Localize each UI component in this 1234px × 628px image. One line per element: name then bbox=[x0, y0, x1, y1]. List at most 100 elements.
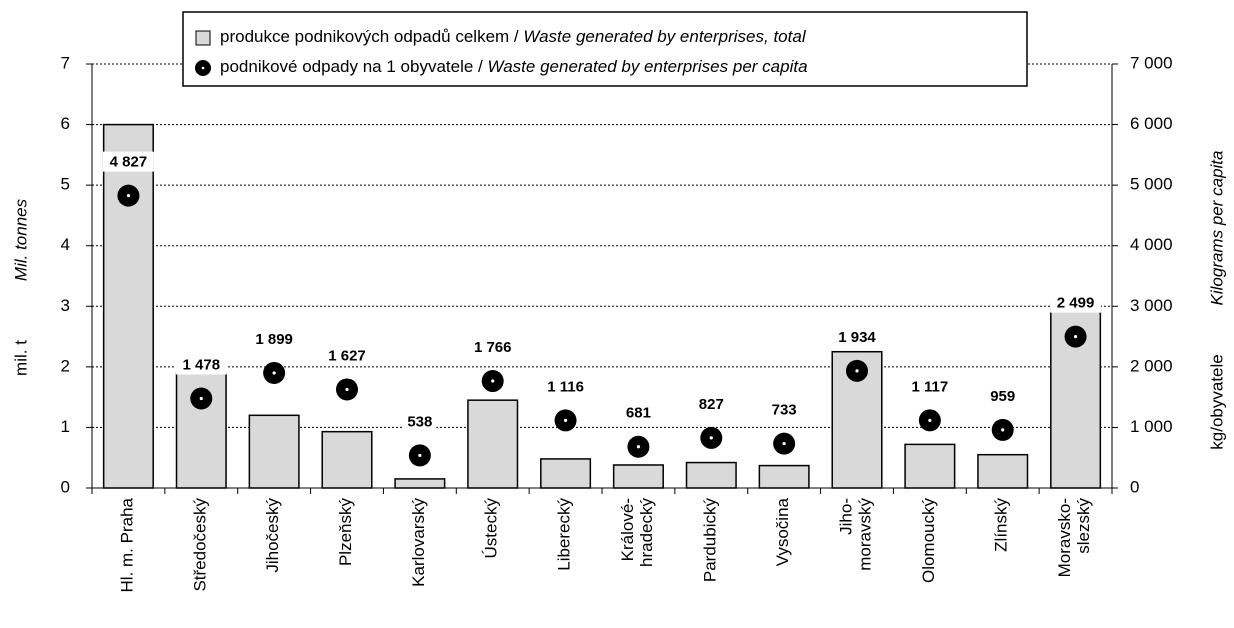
bar bbox=[612, 464, 664, 489]
marker-dot bbox=[563, 418, 568, 423]
y2-tick-label: 7 000 bbox=[1130, 53, 1173, 72]
marker-dot bbox=[418, 453, 422, 458]
x-tick-label: Vysočina bbox=[774, 497, 793, 566]
marker-dot bbox=[491, 379, 495, 383]
marker-dot bbox=[1073, 335, 1078, 339]
x-tick-label-line: Králové- bbox=[618, 498, 637, 561]
legend-box bbox=[182, 11, 1028, 87]
value-label: 1 478 bbox=[183, 356, 221, 373]
marker-dot bbox=[709, 436, 713, 440]
bar bbox=[540, 458, 592, 489]
x-tick-label: Moravsko-slezský bbox=[1056, 498, 1094, 578]
x-tick-label: Ústecký bbox=[482, 498, 501, 559]
value-label-bg bbox=[1050, 292, 1102, 313]
value-label-bg bbox=[767, 399, 801, 420]
x-tick-label-line: hradecký bbox=[637, 498, 656, 567]
x-tick-label: Jiho-moravský bbox=[837, 498, 875, 571]
x-tick-label-line: Jihočeský bbox=[264, 498, 283, 573]
value-label-bg bbox=[321, 345, 373, 366]
bar bbox=[102, 123, 154, 489]
x-tick-label: Liberecký bbox=[555, 498, 574, 571]
bar bbox=[248, 414, 300, 489]
y-axis-title-en: Mil. tonnes bbox=[11, 198, 30, 281]
x-tick-label-line: Ústecký bbox=[482, 498, 501, 559]
x-tick-label: Jihočeský bbox=[264, 498, 283, 573]
x-tick-label-line: Vysočina bbox=[774, 497, 793, 566]
value-label: 1 766 bbox=[474, 339, 512, 356]
x-tick-label-line: slezský bbox=[1075, 498, 1094, 554]
y-tick-label: 1 bbox=[61, 417, 70, 436]
x-tick-label-line: Liberecký bbox=[555, 498, 574, 571]
value-label: 4 827 bbox=[110, 154, 148, 171]
bar bbox=[977, 453, 1029, 489]
y-tick-label: 6 bbox=[61, 114, 70, 133]
x-tick-label: Pardubický bbox=[701, 498, 720, 583]
value-label: 1 117 bbox=[911, 378, 948, 395]
bar bbox=[467, 399, 519, 489]
x-tick-label-line: Olomoucký bbox=[919, 498, 938, 584]
legend-marker-dot bbox=[201, 66, 205, 70]
value-label: 1 934 bbox=[838, 329, 876, 346]
value-label: 1 627 bbox=[328, 347, 366, 364]
x-tick-label: Olomoucký bbox=[919, 498, 938, 584]
x-tick-label: Plzeňský bbox=[336, 498, 355, 567]
y2-tick-label: 4 000 bbox=[1130, 235, 1173, 254]
value-label-bg bbox=[248, 328, 300, 349]
bar bbox=[685, 461, 737, 489]
bar bbox=[758, 464, 810, 489]
y2-axis-title-en: Kilograms per capita bbox=[1207, 151, 1226, 306]
legend-label: produkce podnikových odpadů celkem / Was… bbox=[220, 27, 807, 46]
bar bbox=[321, 430, 373, 489]
x-tick-label-line: Plzeňský bbox=[336, 498, 355, 567]
y-tick-label: 3 bbox=[61, 296, 70, 315]
marker-dot bbox=[636, 445, 641, 449]
legend-label: podnikové odpady na 1 obyvatele / Waste … bbox=[220, 57, 808, 76]
bar bbox=[904, 443, 956, 489]
value-label: 538 bbox=[407, 413, 432, 430]
x-tick-label: Zlínský bbox=[992, 498, 1011, 552]
y2-tick-label: 5 000 bbox=[1130, 175, 1173, 194]
value-label: 827 bbox=[699, 396, 724, 413]
x-tick-label: Králové-hradecký bbox=[618, 498, 656, 567]
y-tick-label: 5 bbox=[61, 175, 70, 194]
y2-tick-label: 2 000 bbox=[1130, 356, 1173, 375]
value-label: 1 899 bbox=[255, 331, 293, 348]
marker-dot bbox=[126, 194, 131, 198]
marker-dot bbox=[855, 369, 859, 373]
value-label: 2 499 bbox=[1057, 295, 1095, 312]
bar bbox=[394, 478, 446, 489]
value-label: 733 bbox=[772, 402, 797, 419]
x-tick-label-line: moravský bbox=[856, 498, 875, 571]
y2-tick-label: 0 bbox=[1130, 477, 1139, 496]
value-label-bg bbox=[831, 326, 883, 347]
y-tick-label: 7 bbox=[61, 53, 70, 72]
x-tick-label-line: Pardubický bbox=[701, 498, 720, 583]
x-tick-label: Hl. m. Praha bbox=[118, 497, 137, 592]
marker-dot bbox=[1001, 428, 1005, 432]
x-tick-label: Karlovarský bbox=[409, 498, 428, 587]
x-tick-label-line: Karlovarský bbox=[409, 498, 428, 587]
legend-label-cz: produkce podnikových odpadů celkem / bbox=[220, 27, 523, 46]
value-label-bg bbox=[694, 393, 728, 414]
x-tick-label-line: Moravsko- bbox=[1056, 498, 1075, 577]
y-tick-label: 4 bbox=[61, 235, 70, 254]
value-label: 1 116 bbox=[547, 378, 584, 395]
value-label-bg bbox=[467, 337, 519, 358]
marker-dot bbox=[345, 387, 349, 392]
legend-label-en: Waste generated by enterprises, total bbox=[523, 27, 806, 46]
x-tick-label: Středočeský bbox=[191, 498, 210, 592]
x-tick-label-line: Hl. m. Praha bbox=[118, 497, 137, 592]
y-axis-title: mil. t bbox=[11, 340, 30, 376]
x-tick-label-line: Jiho- bbox=[837, 498, 856, 535]
marker-dot bbox=[782, 442, 786, 446]
value-label-bg bbox=[904, 376, 956, 397]
y-tick-label: 0 bbox=[61, 477, 70, 496]
marker-dot bbox=[272, 371, 276, 375]
value-label-bg bbox=[403, 411, 437, 432]
value-label-bg bbox=[540, 376, 592, 397]
y2-tick-label: 1 000 bbox=[1130, 417, 1173, 436]
y2-axis-title: kg/obyvatele bbox=[1207, 354, 1226, 449]
value-label-bg bbox=[986, 385, 1020, 406]
value-label-bg bbox=[175, 354, 227, 375]
